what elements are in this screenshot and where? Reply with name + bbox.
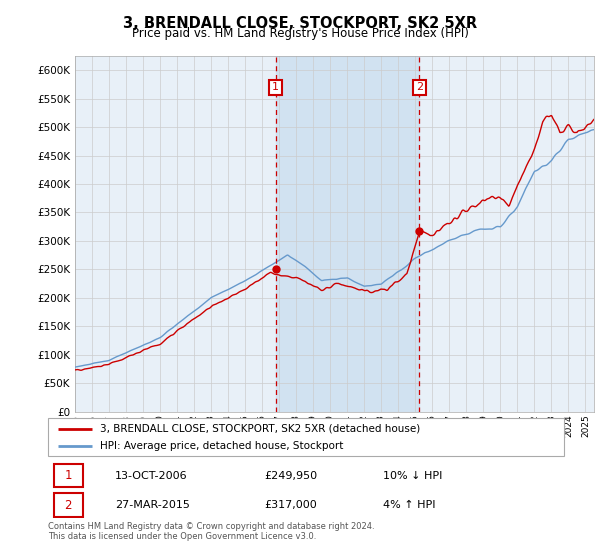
Text: 2: 2 <box>416 82 423 92</box>
FancyBboxPatch shape <box>54 464 83 487</box>
Text: 3, BRENDALL CLOSE, STOCKPORT, SK2 5XR (detached house): 3, BRENDALL CLOSE, STOCKPORT, SK2 5XR (d… <box>100 423 420 433</box>
FancyBboxPatch shape <box>48 418 564 456</box>
Text: Contains HM Land Registry data © Crown copyright and database right 2024.
This d: Contains HM Land Registry data © Crown c… <box>48 522 374 542</box>
Text: 1: 1 <box>64 469 72 482</box>
Text: £317,000: £317,000 <box>265 500 317 510</box>
Text: 27-MAR-2015: 27-MAR-2015 <box>115 500 190 510</box>
Text: 10% ↓ HPI: 10% ↓ HPI <box>383 470 443 480</box>
Text: 4% ↑ HPI: 4% ↑ HPI <box>383 500 436 510</box>
Text: 3, BRENDALL CLOSE, STOCKPORT, SK2 5XR: 3, BRENDALL CLOSE, STOCKPORT, SK2 5XR <box>123 16 477 31</box>
Text: Price paid vs. HM Land Registry's House Price Index (HPI): Price paid vs. HM Land Registry's House … <box>131 27 469 40</box>
Text: 13-OCT-2006: 13-OCT-2006 <box>115 470 188 480</box>
FancyBboxPatch shape <box>54 493 83 517</box>
Bar <box>275 56 419 412</box>
Text: 2: 2 <box>64 498 72 512</box>
Text: 1: 1 <box>272 82 279 92</box>
Text: HPI: Average price, detached house, Stockport: HPI: Average price, detached house, Stoc… <box>100 441 343 451</box>
Text: £249,950: £249,950 <box>265 470 318 480</box>
